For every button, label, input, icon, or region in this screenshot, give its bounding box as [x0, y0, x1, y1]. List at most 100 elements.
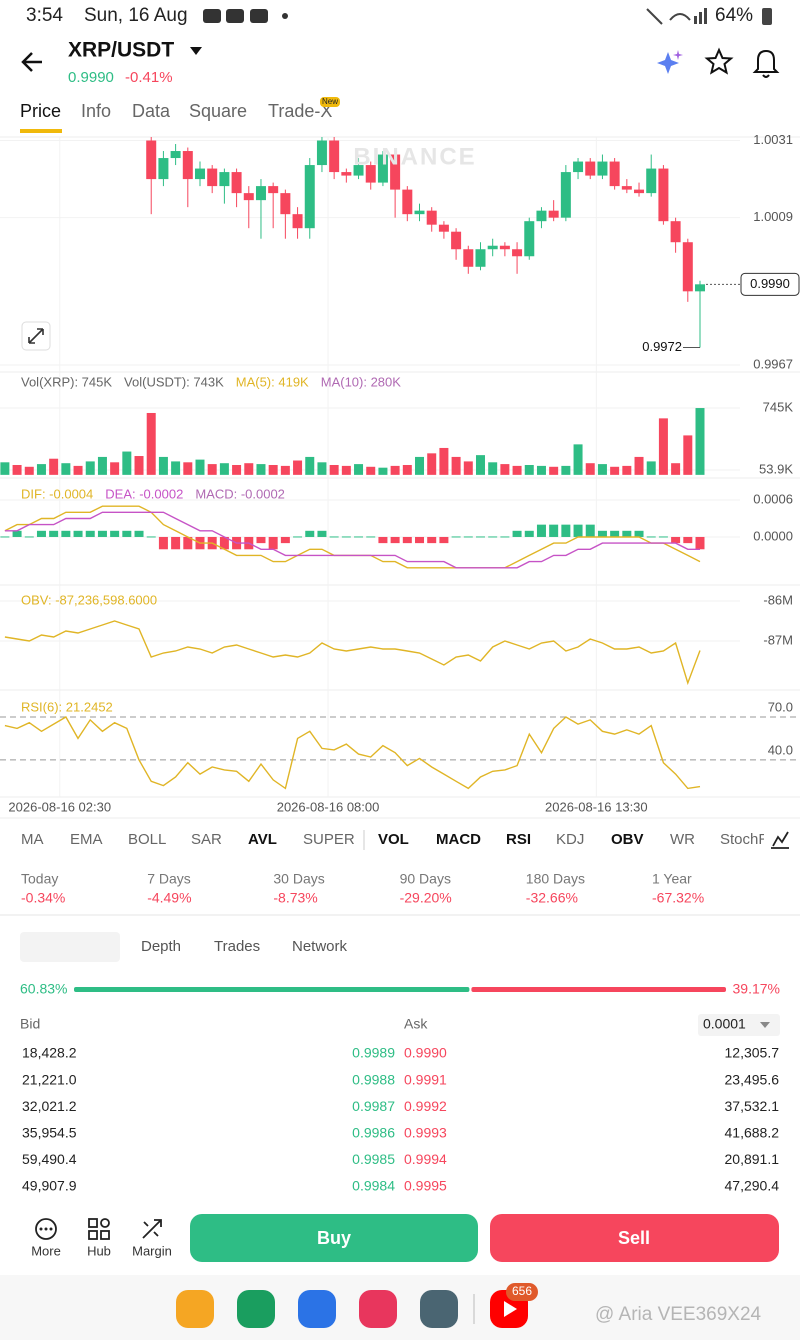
- volume-bar: [171, 461, 181, 475]
- x-tick-label: 2026-08-16 13:30: [545, 799, 648, 814]
- macd-bar: [585, 524, 595, 537]
- tab[interactable]: Data: [132, 101, 171, 121]
- volume-bar: [658, 418, 668, 475]
- volume-bar: [341, 465, 351, 475]
- period-label: 30 Days: [273, 871, 324, 887]
- volume-bar: [634, 456, 644, 475]
- indicator-tab[interactable]: MA: [21, 831, 44, 848]
- candle-body: [316, 140, 327, 166]
- low-marker-label: 0.9972: [642, 339, 682, 354]
- indicator-tab[interactable]: OBV: [611, 831, 644, 848]
- action-label[interactable]: More: [31, 1243, 61, 1258]
- y-tick-label: 0.0000: [753, 528, 793, 543]
- macd-bar: [110, 530, 120, 537]
- favorite-button[interactable]: [704, 47, 734, 75]
- pair-title[interactable]: XRP/USDT: [68, 39, 174, 62]
- indicator-tab[interactable]: BOLL: [128, 831, 166, 848]
- precision-select[interactable]: [698, 1014, 780, 1036]
- order-book-tab[interactable]: Depth: [141, 938, 181, 955]
- app-files[interactable]: [176, 1290, 214, 1328]
- period-label: 7 Days: [147, 871, 191, 887]
- more-icon[interactable]: [35, 1218, 57, 1240]
- indicator-tab[interactable]: EMA: [70, 831, 103, 848]
- volume-bar: [268, 464, 278, 475]
- macd-bar: [427, 536, 437, 544]
- y-tick-label: 0.0006: [753, 491, 793, 506]
- action-label[interactable]: Hub: [87, 1243, 111, 1258]
- back-button[interactable]: [21, 52, 42, 72]
- candle-body: [329, 140, 340, 173]
- y-tick-label: 40.0: [768, 742, 793, 757]
- pair-dropdown[interactable]: [190, 47, 202, 55]
- volume-bar: [183, 462, 193, 475]
- volume-bar: [134, 456, 144, 475]
- x-tick-label: 2026-08-16 02:30: [8, 799, 111, 814]
- volume-bar: [500, 464, 510, 475]
- app-phone[interactable]: [237, 1290, 275, 1328]
- app-messages[interactable]: [298, 1290, 336, 1328]
- settings-bg: [764, 822, 800, 858]
- indicator-tab[interactable]: VOL: [378, 831, 409, 848]
- tab[interactable]: Trade-X: [268, 101, 332, 121]
- indicator-settings[interactable]: [771, 831, 789, 849]
- volume-bar: [280, 465, 290, 475]
- legend-entry: MA(5): 419K: [236, 374, 309, 389]
- buy-button[interactable]: [190, 1214, 478, 1262]
- candle-body: [146, 140, 157, 180]
- app-drawer[interactable]: [420, 1290, 458, 1328]
- indicator-tab[interactable]: KDJ: [556, 831, 584, 848]
- legend-entry: Vol(USDT): 743K: [124, 374, 224, 389]
- alert-button[interactable]: [752, 49, 780, 78]
- new-badge-bg: [320, 97, 340, 107]
- volume-bar: [317, 462, 327, 475]
- indicator-tab[interactable]: AVL: [248, 831, 277, 848]
- indicator-tab[interactable]: WR: [670, 831, 695, 848]
- app-camera[interactable]: [359, 1290, 397, 1328]
- ai-button[interactable]: [657, 50, 683, 74]
- order-book-tab[interactable]: Network: [292, 938, 348, 955]
- generated: Price Info Data Square Trade-X 2026-08-16 02:…: [0, 101, 800, 1258]
- volume-bar: [36, 464, 46, 475]
- tab[interactable]: Info: [81, 101, 111, 121]
- macd-bar: [500, 536, 510, 538]
- macd-bar: [85, 530, 95, 537]
- ask-header: Ask: [404, 1016, 428, 1032]
- candle-body: [670, 221, 681, 243]
- sell-button[interactable]: [490, 1214, 779, 1262]
- volume-bar: [0, 462, 10, 475]
- buy-label[interactable]: Buy: [317, 1228, 351, 1248]
- tab[interactable]: Price: [20, 101, 61, 121]
- volume-bar: [695, 408, 705, 475]
- ask-price: 0.9995: [404, 1178, 447, 1194]
- last-price-box: [740, 272, 800, 296]
- battery-level: 64%: [715, 5, 753, 26]
- indicator-line: [4, 620, 701, 686]
- candle-body: [231, 172, 242, 194]
- ask-price: 0.9993: [404, 1125, 447, 1141]
- volume-bar: [329, 464, 339, 475]
- active-tab-bg: [20, 932, 120, 962]
- indicator-tab[interactable]: SUPER: [303, 831, 355, 848]
- y-tick-label: 0.9967: [753, 356, 793, 371]
- volume-bar: [549, 466, 559, 475]
- order-book-tab[interactable]: Trades: [214, 938, 260, 955]
- candle-body: [524, 221, 535, 257]
- volume-bar: [427, 453, 437, 475]
- period-change: -67.32%: [652, 890, 704, 906]
- margin-icon[interactable]: [142, 1219, 162, 1239]
- bid-price: 0.9987: [352, 1098, 395, 1114]
- hub-icon[interactable]: [88, 1218, 110, 1240]
- indicator-tab[interactable]: MACD: [436, 831, 481, 848]
- indicator-tab[interactable]: SAR: [191, 831, 222, 848]
- candle-body: [268, 186, 279, 194]
- action-label[interactable]: Margin: [132, 1243, 172, 1258]
- indicator-tab[interactable]: RSI: [506, 831, 531, 848]
- legend-entry: MA(10): 280K: [321, 374, 402, 389]
- volume-bar: [439, 447, 449, 475]
- volume-bar: [305, 456, 315, 475]
- ask-amount: 47,290.4: [725, 1178, 780, 1194]
- volume-bar: [49, 458, 59, 475]
- sell-label[interactable]: Sell: [618, 1228, 650, 1248]
- tab[interactable]: Square: [189, 101, 247, 121]
